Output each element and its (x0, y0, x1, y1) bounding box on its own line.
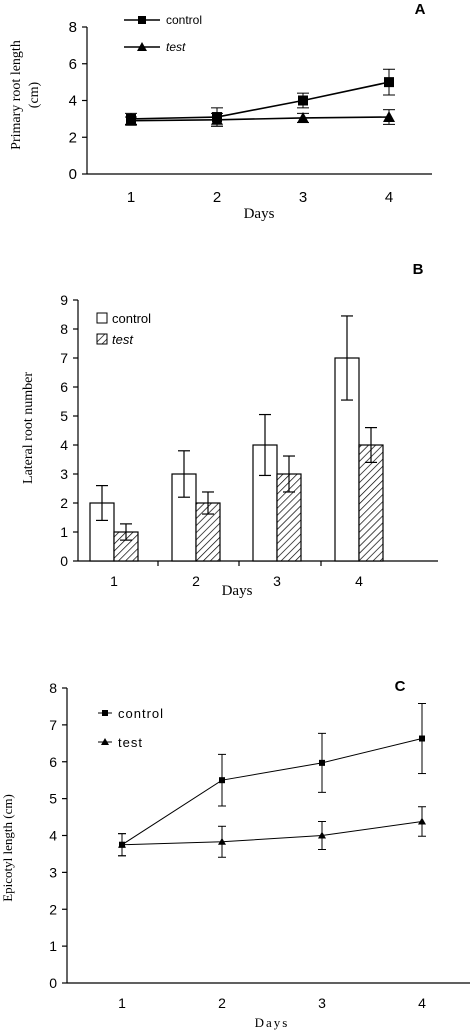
data-point-control (319, 759, 325, 766)
panel-c-legend: control test (98, 706, 164, 750)
panel-b-legend: control test (96, 311, 151, 347)
x-tick-label: 3 (318, 995, 326, 1011)
y-tick-label: 4 (49, 828, 57, 844)
series-line-test (121, 820, 423, 846)
error-bar-control (259, 413, 271, 477)
y-tick-label: 9 (60, 292, 68, 308)
error-bar-control (178, 450, 190, 498)
x-tick-label: 4 (355, 573, 363, 589)
panel-b-ylabel: Lateral root number (21, 372, 36, 484)
data-point-test (118, 840, 126, 848)
series-line-control (130, 81, 390, 120)
bar-test (276, 473, 302, 562)
panel-b-legend-control: control (112, 311, 151, 326)
y-tick-label: 2 (60, 495, 68, 511)
y-tick-label: 8 (69, 19, 77, 36)
legend-hatched-swatch (96, 333, 108, 345)
series-line-control (121, 738, 423, 846)
y-tick-label: 8 (60, 321, 68, 337)
y-tick-label: 0 (60, 553, 68, 569)
y-tick-label: 6 (69, 56, 77, 73)
y-tick-label: 0 (69, 166, 77, 183)
x-tick-label: 4 (418, 995, 426, 1011)
data-point-test (125, 114, 137, 126)
data-point-test (211, 113, 223, 125)
y-tick-label: 3 (49, 864, 57, 880)
data-point-control (219, 777, 225, 784)
y-tick-label: 3 (60, 466, 68, 482)
x-tick-label: 3 (299, 189, 307, 206)
data-point-test (218, 837, 226, 845)
panel-a-ylabel-unit: (cm) (27, 81, 42, 108)
y-tick-label: 4 (60, 437, 68, 453)
panel-a-chart: A Primary root length (cm) Days 0 2 4 6 8 1 2 3… (9, 1, 432, 222)
panel-a-letter: A (415, 1, 426, 18)
y-tick-label: 7 (60, 350, 68, 366)
error-bar-test (283, 455, 295, 493)
panel-b-xlabel: Days (222, 583, 253, 599)
x-tick-label: 2 (218, 995, 226, 1011)
y-tick-label: 2 (49, 901, 57, 917)
series-line-test (130, 116, 390, 122)
panel-c-chart: C Epicotyl length (cm) Days 0 1 2 3 4 5 6 7 8 1 2 3… (0, 678, 470, 1030)
panel-c-legend-test: test (118, 735, 143, 750)
x-tick-label: 2 (213, 189, 221, 206)
legend-square-marker (102, 710, 108, 716)
x-tick-label: 4 (385, 189, 393, 206)
y-tick-label: 8 (49, 680, 57, 696)
data-point-control (419, 735, 425, 742)
y-tick-label: 4 (69, 93, 77, 110)
legend-triangle-marker (137, 42, 147, 51)
x-tick-label: 1 (118, 995, 126, 1011)
error-bar-test (202, 491, 214, 515)
panel-c-legend-control: control (118, 706, 164, 721)
y-tick-label: 7 (49, 717, 57, 733)
y-tick-label: 1 (49, 938, 57, 954)
y-tick-label: 5 (49, 791, 57, 807)
error-bar-control (341, 315, 353, 401)
data-point-test (318, 831, 326, 839)
data-point-test (297, 111, 309, 123)
data-point-control (384, 77, 394, 88)
panel-c-letter: C (395, 678, 406, 695)
y-tick-label: 0 (49, 975, 57, 991)
error-bar-test (120, 523, 132, 541)
data-point-test (418, 817, 426, 825)
panel-a-legend: control test (124, 13, 202, 54)
panel-b-legend-test: test (112, 332, 134, 347)
x-tick-label: 1 (127, 189, 135, 206)
x-tick-label: 3 (273, 573, 281, 589)
legend-triangle-marker (101, 738, 109, 745)
panel-c-ylabel: Epicotyl length (cm) (0, 794, 15, 902)
panel-a-legend-test: test (166, 40, 186, 54)
y-tick-label: 6 (60, 379, 68, 395)
bar-test (358, 444, 384, 562)
x-tick-label: 1 (110, 573, 118, 589)
data-point-control (298, 95, 308, 106)
error-bar-control (96, 485, 108, 522)
y-tick-label: 6 (49, 754, 57, 770)
panel-a-legend-control: control (166, 13, 202, 27)
bar-control (252, 444, 278, 562)
panel-a-ylabel: Primary root length (9, 40, 24, 150)
panel-b-chart: B Lateral root number Days 0 1 2 3 4 5 6 7 8 9 1 2 3… (21, 261, 438, 599)
legend-white-swatch (96, 312, 108, 324)
y-tick-label: 2 (69, 129, 77, 146)
y-tick-label: 5 (60, 408, 68, 424)
panel-c-xlabel: Days (255, 1015, 290, 1030)
panel-a-xlabel: Days (244, 206, 275, 222)
legend-square-marker (138, 16, 146, 24)
bar-test (113, 531, 139, 562)
y-tick-label: 1 (60, 524, 68, 540)
x-tick-label: 2 (192, 573, 200, 589)
error-bar-test (365, 427, 377, 463)
panel-b-letter: B (413, 261, 424, 278)
data-point-test (383, 111, 395, 123)
bar-test (195, 502, 221, 562)
